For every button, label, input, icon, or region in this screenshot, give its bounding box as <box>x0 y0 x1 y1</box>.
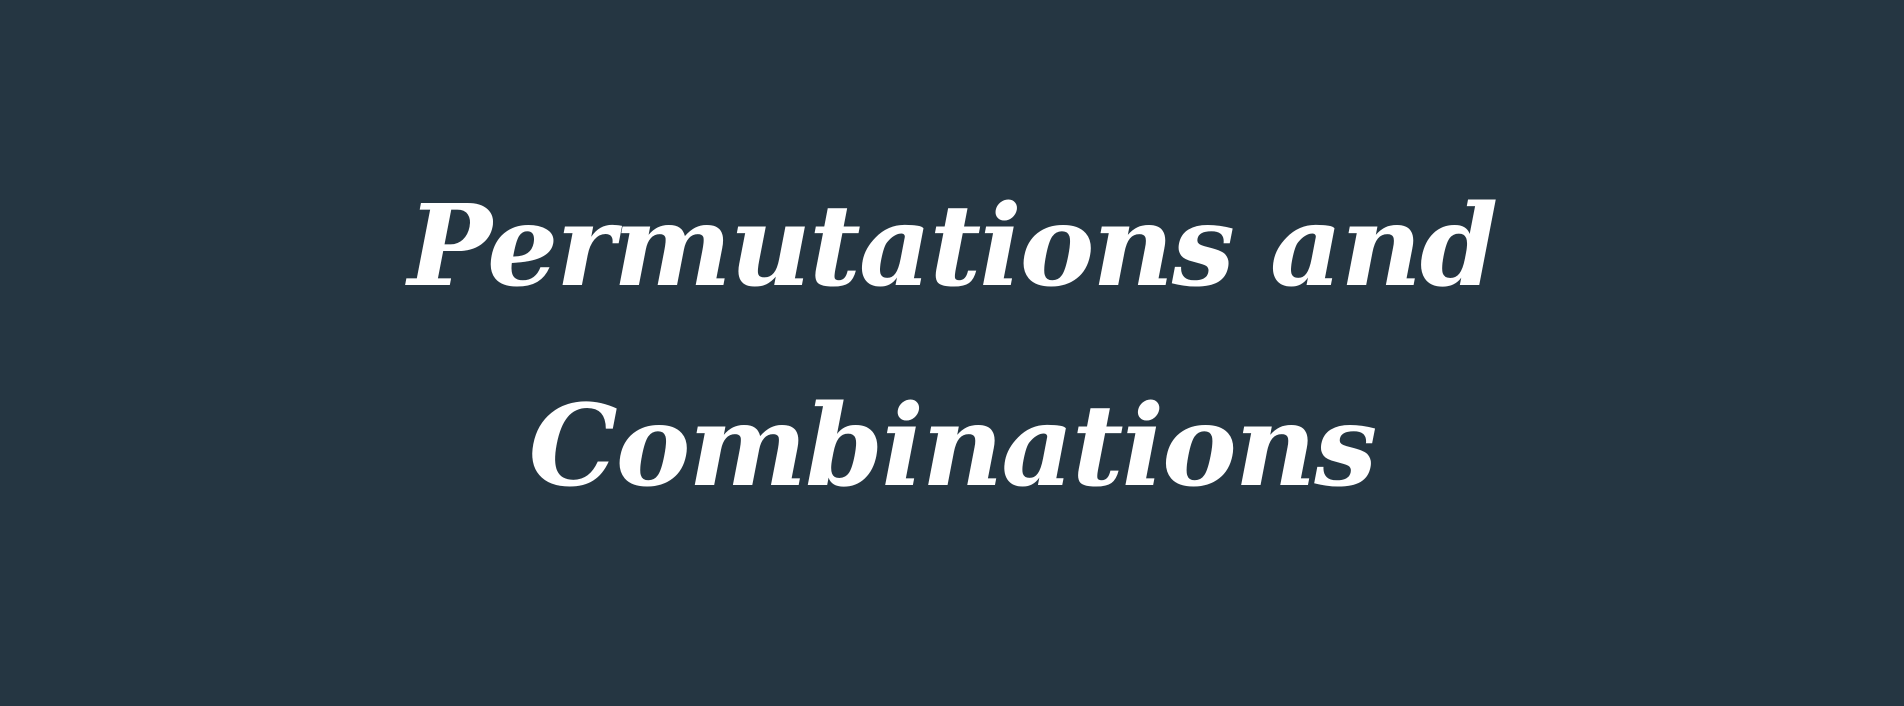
banner-title-line-2: Combinations <box>528 381 1378 512</box>
banner-title: Permutations and Combinations <box>407 147 1498 547</box>
banner-title-line-1: Permutations and <box>407 181 1498 312</box>
